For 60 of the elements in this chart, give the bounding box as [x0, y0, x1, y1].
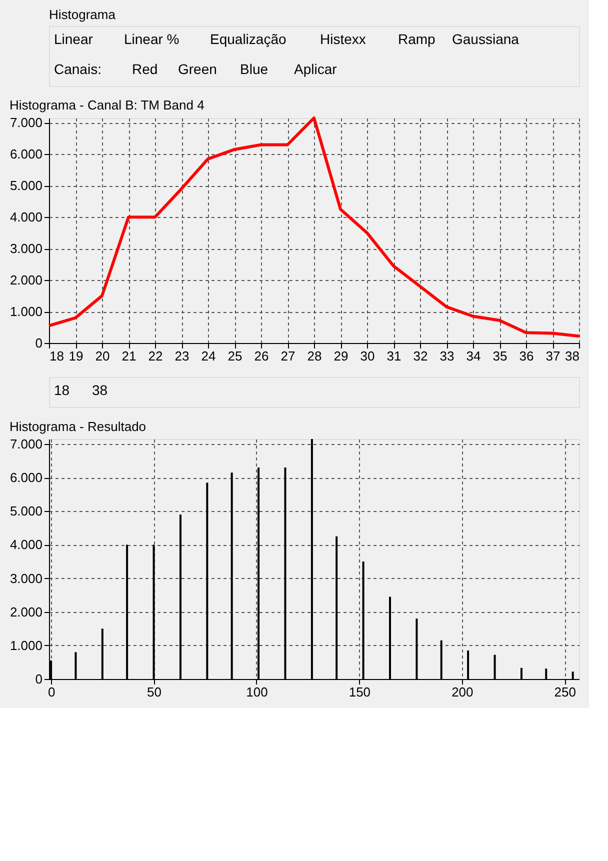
- text: 18: [54, 382, 70, 398]
- x-tick-label: 26: [254, 348, 269, 364]
- x-tick-label: 0: [48, 684, 56, 700]
- y-tick-label: 3.000: [10, 241, 42, 256]
- text: 38: [92, 382, 108, 398]
- text: Canais:: [54, 61, 102, 77]
- x-tick-label: 25: [228, 348, 242, 364]
- x-tick-label: 100: [246, 684, 268, 700]
- x-tick-label: 250: [554, 684, 576, 700]
- x-tick-label: 22: [148, 348, 163, 364]
- chart-title: Histograma - Resultado: [9, 419, 146, 434]
- text: Blue: [240, 61, 268, 77]
- x-tick-label: 36: [519, 348, 534, 364]
- text: Green: [178, 61, 217, 77]
- text: Equalização: [210, 31, 286, 47]
- text: Histograma: [49, 7, 116, 22]
- y-tick-label: 6.000: [10, 146, 42, 162]
- y-tick-label: 6.000: [10, 470, 42, 486]
- text: Linear: [54, 31, 94, 47]
- x-tick-label: 30: [360, 348, 375, 364]
- x-tick-label: 33: [440, 348, 454, 364]
- text: Gaussiana: [452, 31, 520, 47]
- x-tick-label: 27: [280, 348, 296, 364]
- y-tick-label: 3.000: [10, 570, 42, 586]
- x-tick-label: 35: [492, 348, 508, 364]
- x-tick-label: 31: [386, 348, 402, 364]
- x-tick-label: 34: [466, 348, 481, 364]
- y-tick-label: 4.000: [10, 537, 42, 552]
- x-tick-label: 32: [413, 348, 428, 364]
- x-tick-label: 29: [334, 348, 348, 364]
- text: Ramp: [398, 31, 436, 47]
- y-tick-label: 2.000: [10, 272, 42, 288]
- y-tick-label: 1.000: [10, 304, 42, 320]
- y-tick-label: 1.000: [10, 638, 42, 653]
- x-tick-label: 50: [147, 684, 162, 700]
- y-tick-label: 0: [35, 336, 42, 350]
- x-tick-label: 18: [50, 348, 64, 364]
- text: Red: [132, 61, 158, 77]
- chart-title: Histograma - Canal B: TM Band 4: [9, 98, 204, 112]
- text: Histexx: [320, 31, 366, 47]
- text: Aplicar: [294, 61, 338, 77]
- x-tick-label: 20: [95, 348, 110, 364]
- y-tick-label: 4.000: [10, 210, 42, 225]
- x-tick-label: 200: [452, 684, 474, 700]
- x-tick-label: 23: [174, 348, 190, 364]
- y-tick-label: 7.000: [10, 115, 42, 130]
- y-tick-label: 2.000: [10, 604, 42, 620]
- x-tick-label: 21: [122, 348, 136, 364]
- x-tick-label: 28: [307, 348, 322, 364]
- x-tick-label: 150: [348, 684, 371, 700]
- y-tick-label: 5.000: [10, 504, 42, 519]
- x-tick-label: 19: [68, 348, 84, 364]
- y-tick-label: 0: [35, 672, 42, 686]
- x-tick-label: 37: [546, 348, 560, 364]
- x-tick-label: 38: [565, 348, 580, 364]
- line-series: [48, 116, 580, 338]
- text: Linear %: [124, 31, 180, 47]
- y-tick-label: 5.000: [10, 178, 42, 194]
- x-tick-label: 24: [201, 348, 216, 364]
- y-tick-label: 7.000: [10, 436, 42, 452]
